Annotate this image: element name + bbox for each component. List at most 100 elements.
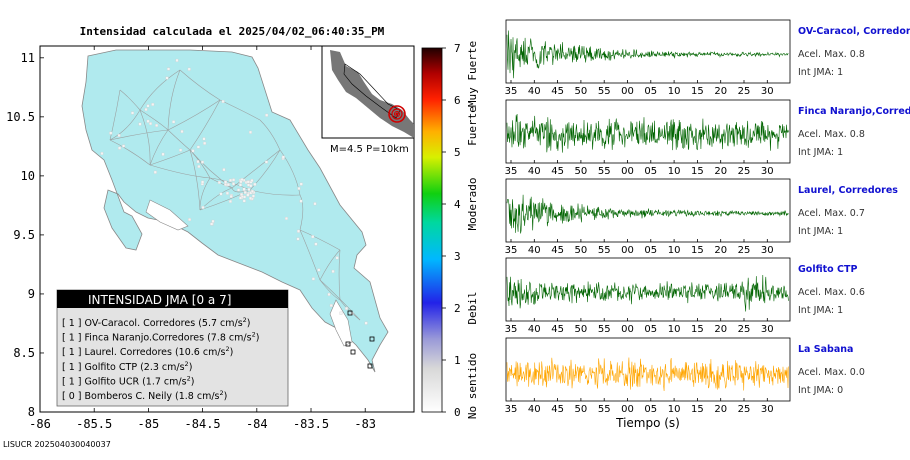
station-name: OV-Caracol, Corredores <box>798 26 910 37</box>
waveform-x-tick-label: 45 <box>551 324 564 335</box>
waveform-x-tick-label: 00 <box>621 404 634 415</box>
legend-row: [ 1 ] Laurel. Corredores (10.6 cm/s2) <box>62 345 233 358</box>
waveform-x-tick-label: 25 <box>738 86 751 97</box>
legend-row: [ 1 ] OV-Caracol. Corredores (5.7 cm/s2) <box>62 316 251 329</box>
waveform-x-tick-label: 50 <box>575 166 588 177</box>
accel-value: 0.8 <box>850 129 865 140</box>
jma-value: 1 <box>837 305 843 316</box>
waveform-x-tick-label: 15 <box>691 166 704 177</box>
waveform-x-tick-label: 20 <box>714 166 727 177</box>
waveform-x-tick-label: 45 <box>551 166 564 177</box>
waveform-x-tick-label: 20 <box>714 245 727 256</box>
station-accel: Acel. Max. 0.0 <box>798 367 865 378</box>
map-x-tick-label: -85.5 <box>76 417 112 431</box>
legend-row-intensity: [ 1 ] <box>62 318 85 329</box>
legend-row-unit-exp: 2 <box>187 374 191 382</box>
legend-row-accel: (2.3 cm/s <box>137 362 185 373</box>
station-marker <box>369 336 375 342</box>
legend-row-accel: (1.8 cm/s <box>172 391 220 402</box>
waveform-x-tick-label: 25 <box>738 166 751 177</box>
legend-row-close: ) <box>189 362 193 373</box>
colorbar-category-label: Fuerte <box>466 106 479 146</box>
station-marker <box>367 363 373 369</box>
waveform-frame <box>505 19 791 84</box>
waveform-x-tick-label: 30 <box>761 245 774 256</box>
waveform-x-tick-label: 05 <box>644 404 657 415</box>
waveform-trace <box>506 274 789 312</box>
legend-row-accel: (5.7 cm/s <box>195 318 243 329</box>
accel-value: 0.0 <box>850 367 865 378</box>
epicenter-marker <box>388 105 406 123</box>
waveform-x-tick-label: 40 <box>528 166 541 177</box>
waveform-x-tick-label: 15 <box>691 324 704 335</box>
map-x-axis: -86 -85.5 -85 -84.5 -84 -83.5 -83 <box>29 46 376 431</box>
accel-value: 0.6 <box>850 287 865 298</box>
waveform-x-tick-label: 50 <box>575 245 588 256</box>
map-y-tick-label: 10 <box>21 169 35 183</box>
waveform-panel: 35 40 45 50 55 00 05 10 15 20 25 30 Finca Naranjo,Co… <box>505 99 910 177</box>
colorbar-tick-label: 3 <box>454 250 461 263</box>
waveform-x-tick-label: 55 <box>598 166 611 177</box>
map-y-tick-label: 8.5 <box>13 346 35 360</box>
waveform-trace <box>506 30 789 79</box>
waveform-x-tick-label: 10 <box>668 245 681 256</box>
waveform-x-tick-label: 50 <box>575 404 588 415</box>
colorbar-tick-label: 2 <box>454 302 461 315</box>
waveform-x-tick-label: 35 <box>505 166 518 177</box>
legend-row-unit-exp: 2 <box>252 331 256 339</box>
golfo-dulce <box>329 299 353 347</box>
legend-row-station: Bomberos C. Neily <box>85 391 173 402</box>
map-y-tick-label: 9 <box>28 287 35 301</box>
waveform-trace <box>506 357 789 392</box>
legend-row-close: ) <box>230 347 234 358</box>
legend-row-close: ) <box>191 376 195 387</box>
footer-id: LISUCR 202504030040037 <box>3 440 111 449</box>
station-marker <box>347 310 353 316</box>
waveform-trace <box>506 194 789 234</box>
waveform-x-tick-label: 25 <box>738 324 751 335</box>
waveform-x-tick-label: 00 <box>621 86 634 97</box>
station-name: Laurel, Corredores <box>798 185 898 196</box>
inset-map: M=4.5 P=10km <box>321 45 415 155</box>
waveform-x-tick-label: 15 <box>691 404 704 415</box>
waveform-x-tick-label: 15 <box>691 245 704 256</box>
accel-value: 0.8 <box>850 49 865 60</box>
colorbar-tick-label: 4 <box>454 198 461 211</box>
waveform-x-tick-label: 00 <box>621 324 634 335</box>
legend-row-station: Golfito CTP <box>85 362 138 373</box>
map-y-tick-label: 8 <box>28 405 35 419</box>
waveform-x-tick-label: 40 <box>528 245 541 256</box>
waveform-x-tick-label: 30 <box>761 324 774 335</box>
map-x-tick-label: -86 <box>29 417 51 431</box>
station-name: Finca Naranjo,Corredores <box>798 106 910 117</box>
station-accel: Acel. Max. 0.8 <box>798 49 865 60</box>
waveform-x-tick-label: 05 <box>644 324 657 335</box>
waveform-x-tick-label: 45 <box>551 245 564 256</box>
waveform-x-tick-label: 40 <box>528 324 541 335</box>
jma-value: 1 <box>837 226 843 237</box>
inset-outline <box>343 63 401 119</box>
legend-row-intensity: [ 1 ] <box>62 362 85 373</box>
legend-row-unit-exp: 2 <box>185 360 189 368</box>
legend-row: [ 1 ] Golfito UCR (1.7 cm/s2) <box>62 374 194 387</box>
legend-row-station: Golfito UCR <box>85 376 140 387</box>
waveform-x-tick-label: 25 <box>738 404 751 415</box>
colorbar-category-label: No sentido <box>466 353 479 419</box>
legend-row-intensity: [ 1 ] <box>62 333 85 344</box>
jma-label: Int JMA: <box>798 147 837 158</box>
map-y-tick-label: 11 <box>21 51 35 65</box>
jma-value: 1 <box>837 67 843 78</box>
jma-value: 1 <box>837 147 843 158</box>
map-title: Intensidad calculada el 2025/04/02_06:40… <box>80 25 385 38</box>
waveform-x-tick-label: 50 <box>575 86 588 97</box>
waveform-panel: 35 40 45 50 55 00 05 10 15 20 25 30 Laurel, Corredor… <box>505 178 898 256</box>
legend-row-intensity: [ 1 ] <box>62 347 85 358</box>
accel-value: 0.7 <box>850 208 865 219</box>
colorbar-tick-label: 6 <box>454 94 461 107</box>
waveform-panel: 35 40 45 50 55 00 05 10 15 20 25 30 Golfito CTP Acel.… <box>505 257 865 335</box>
waveform-x-tick-label: 20 <box>714 324 727 335</box>
station-jma: Int JMA: 1 <box>798 67 843 78</box>
station-accel: Acel. Max. 0.7 <box>798 208 865 219</box>
waveform-x-tick-label: 05 <box>644 245 657 256</box>
